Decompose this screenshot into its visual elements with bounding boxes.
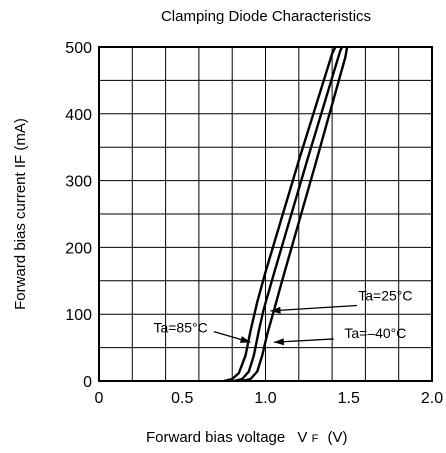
x-tick-label: 2.0	[421, 390, 443, 407]
curve-annotations: Ta=25°C Ta=85°C Ta=–40°C	[153, 287, 413, 346]
x-axis-unit: (V)	[328, 429, 348, 446]
plot-grid	[99, 47, 432, 381]
y-tick-label: 200	[65, 240, 92, 257]
annotation-arrowhead	[270, 306, 281, 314]
y-tick-label: 100	[65, 307, 92, 324]
y-tick-label: 0	[83, 374, 92, 391]
series-line-2	[233, 46, 344, 383]
annotation-label: Ta=–40°C	[344, 325, 406, 341]
y-tick-labels: 0 100 200 300 400 500	[65, 40, 92, 391]
y-tick-label: 300	[65, 174, 92, 191]
x-tick-label: 0.5	[171, 390, 193, 407]
series-line-1	[223, 46, 337, 383]
chart-title: Clamping Diode Characteristics	[161, 8, 371, 25]
y-tick-label: 400	[65, 107, 92, 124]
plot-frame	[98, 46, 433, 382]
x-axis-label: Forward bias voltage V F (V)	[146, 429, 348, 446]
x-axis-symbol-subscript: F	[312, 433, 319, 445]
annotation-arrowhead	[273, 338, 285, 346]
x-tick-label: 1.5	[338, 390, 360, 407]
y-axis-label: Forward bias current IF (mA)	[12, 118, 29, 310]
annotation-pointer	[270, 304, 358, 312]
x-tick-labels: 0 0.5 1.0 1.5 2.0	[95, 390, 444, 407]
x-tick-label: 0	[95, 390, 104, 407]
series-line-3	[241, 46, 349, 383]
annotation-arrowhead	[239, 336, 251, 343]
annotation-label: Ta=85°C	[153, 320, 207, 336]
annotation-pointer	[273, 338, 334, 343]
y-tick-label: 500	[65, 40, 92, 57]
x-axis-label-text: Forward bias voltage	[146, 429, 285, 446]
x-axis-symbol: V	[297, 429, 307, 446]
x-tick-label: 1.0	[254, 390, 276, 407]
annotation-label: Ta=25°C	[358, 287, 412, 303]
plot-curves	[223, 46, 349, 383]
